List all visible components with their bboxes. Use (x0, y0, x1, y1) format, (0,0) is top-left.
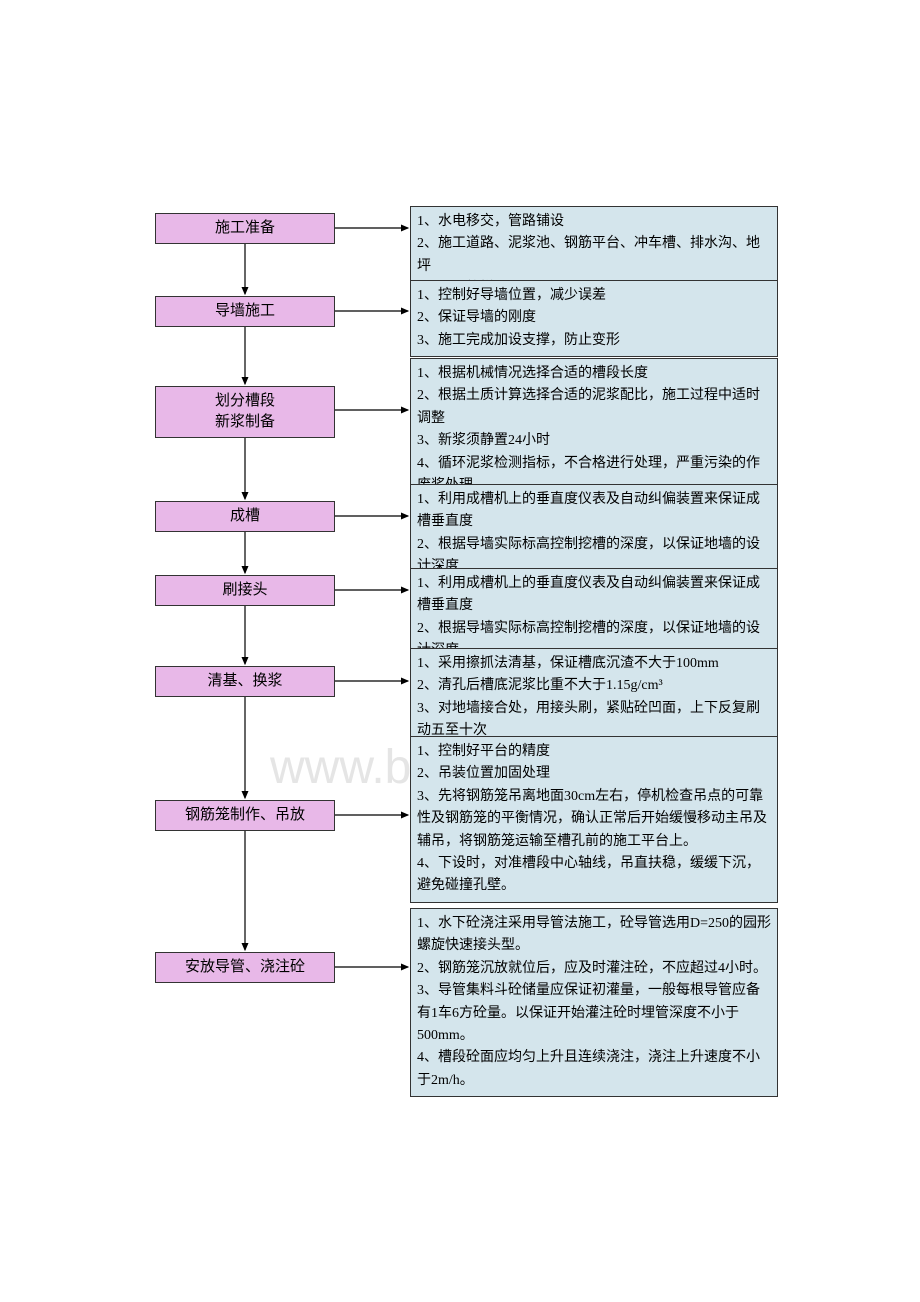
flow-node-5: 清基、换浆 (155, 666, 335, 697)
flow-node-0: 施工准备 (155, 213, 335, 244)
flow-node-3: 成槽 (155, 501, 335, 532)
flow-node-7: 安放导管、浇注砼 (155, 952, 335, 983)
flow-node-2: 划分槽段 新浆制备 (155, 386, 335, 438)
flow-node-4: 刷接头 (155, 575, 335, 606)
flow-node-1: 导墙施工 (155, 296, 335, 327)
flow-desc-7: 1、水下砼浇注采用导管法施工，砼导管选用D=250的园形螺旋快速接头型。 2、钢… (410, 908, 778, 1097)
flow-desc-1: 1、控制好导墙位置，减少误差 2、保证导墙的刚度 3、施工完成加设支撑，防止变形 (410, 280, 778, 357)
flow-desc-5: 1、采用擦抓法清基，保证槽底沉渣不大于100mm 2、清孔后槽底泥浆比重不大于1… (410, 648, 778, 748)
flow-node-6: 钢筋笼制作、吊放 (155, 800, 335, 831)
flow-desc-6: 1、控制好平台的精度 2、吊装位置加固处理 3、先将钢筋笼吊离地面30cm左右，… (410, 736, 778, 903)
